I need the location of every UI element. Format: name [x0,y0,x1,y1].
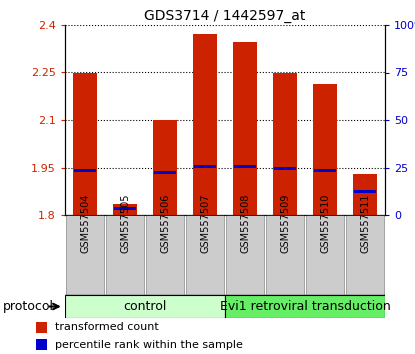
Bar [194,165,216,169]
Text: GSM557505: GSM557505 [120,194,130,253]
Text: GSM557509: GSM557509 [280,194,290,253]
Bar [65,295,225,318]
Bar [226,215,264,295]
Bar [186,215,224,295]
Text: protocol: protocol [3,300,54,313]
Bar [154,171,176,174]
Text: transformed count: transformed count [55,322,159,332]
Bar [354,190,376,193]
Bar [73,169,96,172]
Bar [234,165,256,169]
Bar [66,215,104,295]
Bar [353,174,377,215]
Bar [306,215,344,295]
Bar [273,166,296,170]
Bar [73,73,97,215]
Text: GSM557511: GSM557511 [360,194,370,253]
Text: GSM557507: GSM557507 [200,194,210,253]
Bar [113,204,137,215]
Bar [313,84,337,215]
Bar [193,34,217,215]
Text: Evi1 retroviral transduction: Evi1 retroviral transduction [220,300,391,313]
Title: GDS3714 / 1442597_at: GDS3714 / 1442597_at [144,8,306,23]
Text: GSM557510: GSM557510 [320,194,330,253]
Text: percentile rank within the sample: percentile rank within the sample [55,339,243,350]
Text: control: control [123,300,167,313]
Text: GSM557504: GSM557504 [80,194,90,253]
Bar [36,321,47,333]
Bar [114,207,137,210]
Bar [233,42,257,215]
Bar [314,169,337,172]
Bar [346,215,384,295]
Text: GSM557506: GSM557506 [160,194,170,253]
Bar [106,215,144,295]
Bar [266,215,304,295]
Bar [225,295,385,318]
Text: GSM557508: GSM557508 [240,194,250,253]
Bar [273,73,297,215]
Bar [36,339,47,350]
Bar [153,120,177,215]
Bar [146,215,184,295]
